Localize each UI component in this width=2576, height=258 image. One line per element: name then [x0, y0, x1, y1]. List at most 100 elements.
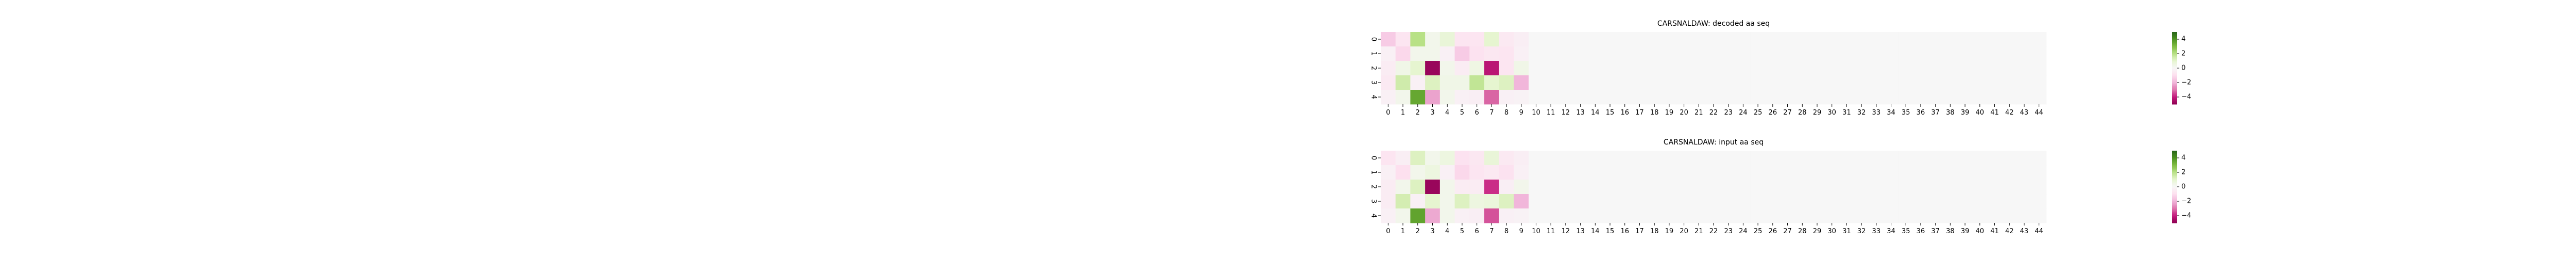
x-tick-label: 2 — [1416, 109, 1420, 117]
heatmap-cell — [1721, 180, 1736, 195]
heatmap-cell — [1395, 46, 1411, 61]
heatmap-cell — [1529, 32, 1544, 47]
heatmap-cell — [2016, 151, 2032, 166]
heatmap-cell — [1484, 61, 1500, 76]
colorbar-segment — [2172, 160, 2177, 162]
heatmap-cell — [1972, 151, 1988, 166]
heatmap-cell — [2031, 180, 2047, 195]
heatmap-cell — [1809, 151, 1825, 166]
colorbar-tick-label: 0 — [2181, 64, 2185, 72]
heatmap-cell — [1824, 151, 1840, 166]
y-tick-label: 3 — [1370, 199, 1378, 203]
heatmap-cell — [1854, 61, 1869, 76]
heatmap-cell — [1573, 90, 1588, 105]
heatmap-cell — [1706, 180, 1721, 195]
colorbar-segment — [2172, 208, 2177, 210]
y-tick-label: 2 — [1370, 185, 1378, 189]
heatmap-cell — [1809, 180, 1825, 195]
heatmap-cell — [1839, 32, 1855, 47]
heatmap-cell — [1928, 61, 1943, 76]
heatmap-cell — [1573, 151, 1588, 166]
y-tick-label: 0 — [1370, 156, 1378, 160]
colorbar-segment — [2172, 97, 2177, 99]
heatmap-cell — [1662, 61, 1677, 76]
heatmap-cell — [1884, 180, 1899, 195]
colorbar-segment — [2172, 165, 2177, 167]
heatmap-cell — [1691, 32, 1707, 47]
heatmap-cell — [1839, 151, 1855, 166]
heatmap-cell — [1928, 75, 1943, 90]
heatmap-cell — [1529, 90, 1544, 105]
heatmap-cell — [1691, 165, 1707, 180]
x-tick-label: 19 — [1665, 109, 1674, 117]
heatmap-cell — [1691, 46, 1707, 61]
x-tick-label: 23 — [1724, 228, 1733, 235]
heatmap-cell — [1587, 194, 1603, 209]
heatmap-cell — [1632, 32, 1648, 47]
heatmap-cell — [1972, 75, 1988, 90]
heatmap-cell — [1898, 61, 1913, 76]
heatmap-cell — [1395, 32, 1411, 47]
heatmap-cell — [1928, 46, 1943, 61]
heatmap-cell — [1454, 180, 1470, 195]
heatmap-cell — [1395, 165, 1411, 180]
colorbar-segment — [2172, 185, 2177, 187]
heatmap-cell — [1957, 151, 1973, 166]
colorbar-segment — [2172, 182, 2177, 184]
heatmap-cell — [1395, 75, 1411, 90]
heatmap-cell — [1617, 165, 1633, 180]
heatmap-cell — [1987, 180, 2003, 195]
x-tick-label: 24 — [1739, 228, 1748, 235]
heatmap-cell — [1721, 46, 1736, 61]
heatmap-cell — [2002, 90, 2017, 105]
colorbar-segment — [2172, 94, 2177, 96]
heatmap-cell — [1854, 151, 1869, 166]
heatmap-cell — [1913, 180, 1928, 195]
heatmap-cell — [1381, 208, 1396, 223]
colorbar-segment — [2172, 184, 2177, 186]
x-tick-label: 17 — [1635, 228, 1644, 235]
heatmap-cell — [1943, 75, 1958, 90]
heatmap-cell — [1913, 165, 1928, 180]
heatmap-cell — [1972, 32, 1988, 47]
heatmap-cell — [1736, 180, 1751, 195]
x-tick-label: 13 — [1576, 228, 1585, 235]
x-tick-label: 10 — [1532, 109, 1540, 117]
y-tick-label: 4 — [1370, 214, 1378, 218]
heatmap-cell — [1957, 61, 1973, 76]
heatmap-cell — [1529, 75, 1544, 90]
heatmap-cell — [1884, 208, 1899, 223]
heatmap-cell — [1514, 32, 1529, 47]
colorbar-segment — [2172, 77, 2177, 79]
heatmap-cell — [1721, 151, 1736, 166]
heatmap-cell — [1647, 90, 1662, 105]
x-tick-label: 31 — [1842, 109, 1851, 117]
heatmap-cell — [1573, 61, 1588, 76]
heatmap-cell — [1780, 46, 1795, 61]
heatmap-cell — [2031, 46, 2047, 61]
heatmap-cell — [1809, 165, 1825, 180]
colorbar-segment — [2172, 34, 2177, 36]
heatmap-cell — [1884, 75, 1899, 90]
heatmap-cell — [1543, 61, 1558, 76]
colorbar-segment — [2172, 70, 2177, 72]
heatmap-cell — [2031, 151, 2047, 166]
heatmap-cell — [1913, 75, 1928, 90]
x-tick-label: 1 — [1401, 109, 1405, 117]
heatmap-cell — [1425, 208, 1440, 223]
heatmap-cell — [1454, 61, 1470, 76]
heatmap-cell — [1972, 208, 1988, 223]
heatmap-cell — [1972, 194, 1988, 209]
colorbar-segment — [2172, 159, 2177, 161]
x-tick-label: 0 — [1386, 109, 1390, 117]
heatmap-cell — [1395, 208, 1411, 223]
heatmap-cell — [1573, 194, 1588, 209]
colorbar-tick-label: 0 — [2181, 183, 2185, 191]
x-tick-label: 18 — [1650, 109, 1659, 117]
colorbar-segment — [2172, 56, 2177, 58]
heatmap-cell — [1721, 165, 1736, 180]
x-tick-label: 20 — [1680, 228, 1688, 235]
heatmap-cell — [1884, 61, 1899, 76]
heatmap-cell — [1617, 151, 1633, 166]
heatmap-cell — [1794, 61, 1810, 76]
